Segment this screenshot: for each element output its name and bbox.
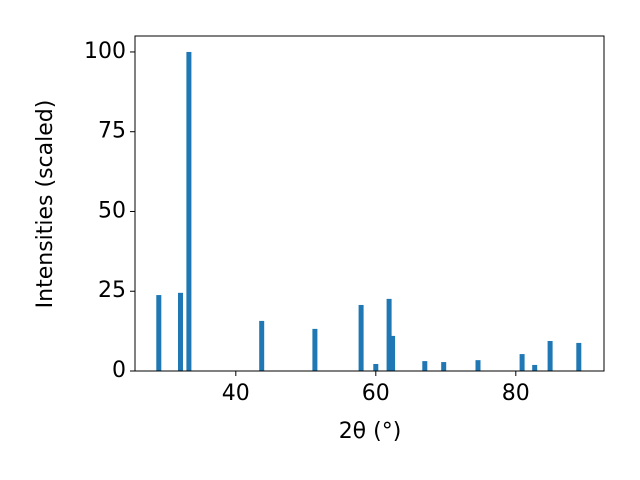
- y-tick-label: 100: [84, 39, 126, 64]
- bar: [547, 341, 553, 371]
- bar: [178, 292, 183, 371]
- x-tick-label: 80: [502, 381, 530, 406]
- y-axis-label: Intensities (scaled): [33, 100, 58, 309]
- y-tick-label: 25: [98, 278, 126, 303]
- bar: [475, 360, 481, 371]
- x-tick-label: 60: [362, 381, 390, 406]
- bar: [519, 354, 525, 371]
- bar: [532, 364, 538, 371]
- y-tick-label: 0: [112, 358, 126, 383]
- bar: [386, 298, 392, 371]
- x-axis-label: 2θ (°): [339, 419, 402, 444]
- bar: [390, 335, 396, 371]
- bar: [373, 363, 379, 371]
- y-tick-label: 75: [98, 119, 126, 144]
- bar: [358, 304, 364, 371]
- bar: [422, 361, 428, 371]
- bar: [441, 362, 447, 371]
- y-tick-label: 50: [98, 198, 126, 223]
- bar: [259, 320, 265, 371]
- bar: [156, 295, 162, 371]
- bar: [576, 342, 582, 371]
- bar: [312, 328, 318, 371]
- bar: [186, 51, 192, 371]
- x-tick-label: 40: [222, 381, 250, 406]
- plot-frame: [134, 35, 605, 372]
